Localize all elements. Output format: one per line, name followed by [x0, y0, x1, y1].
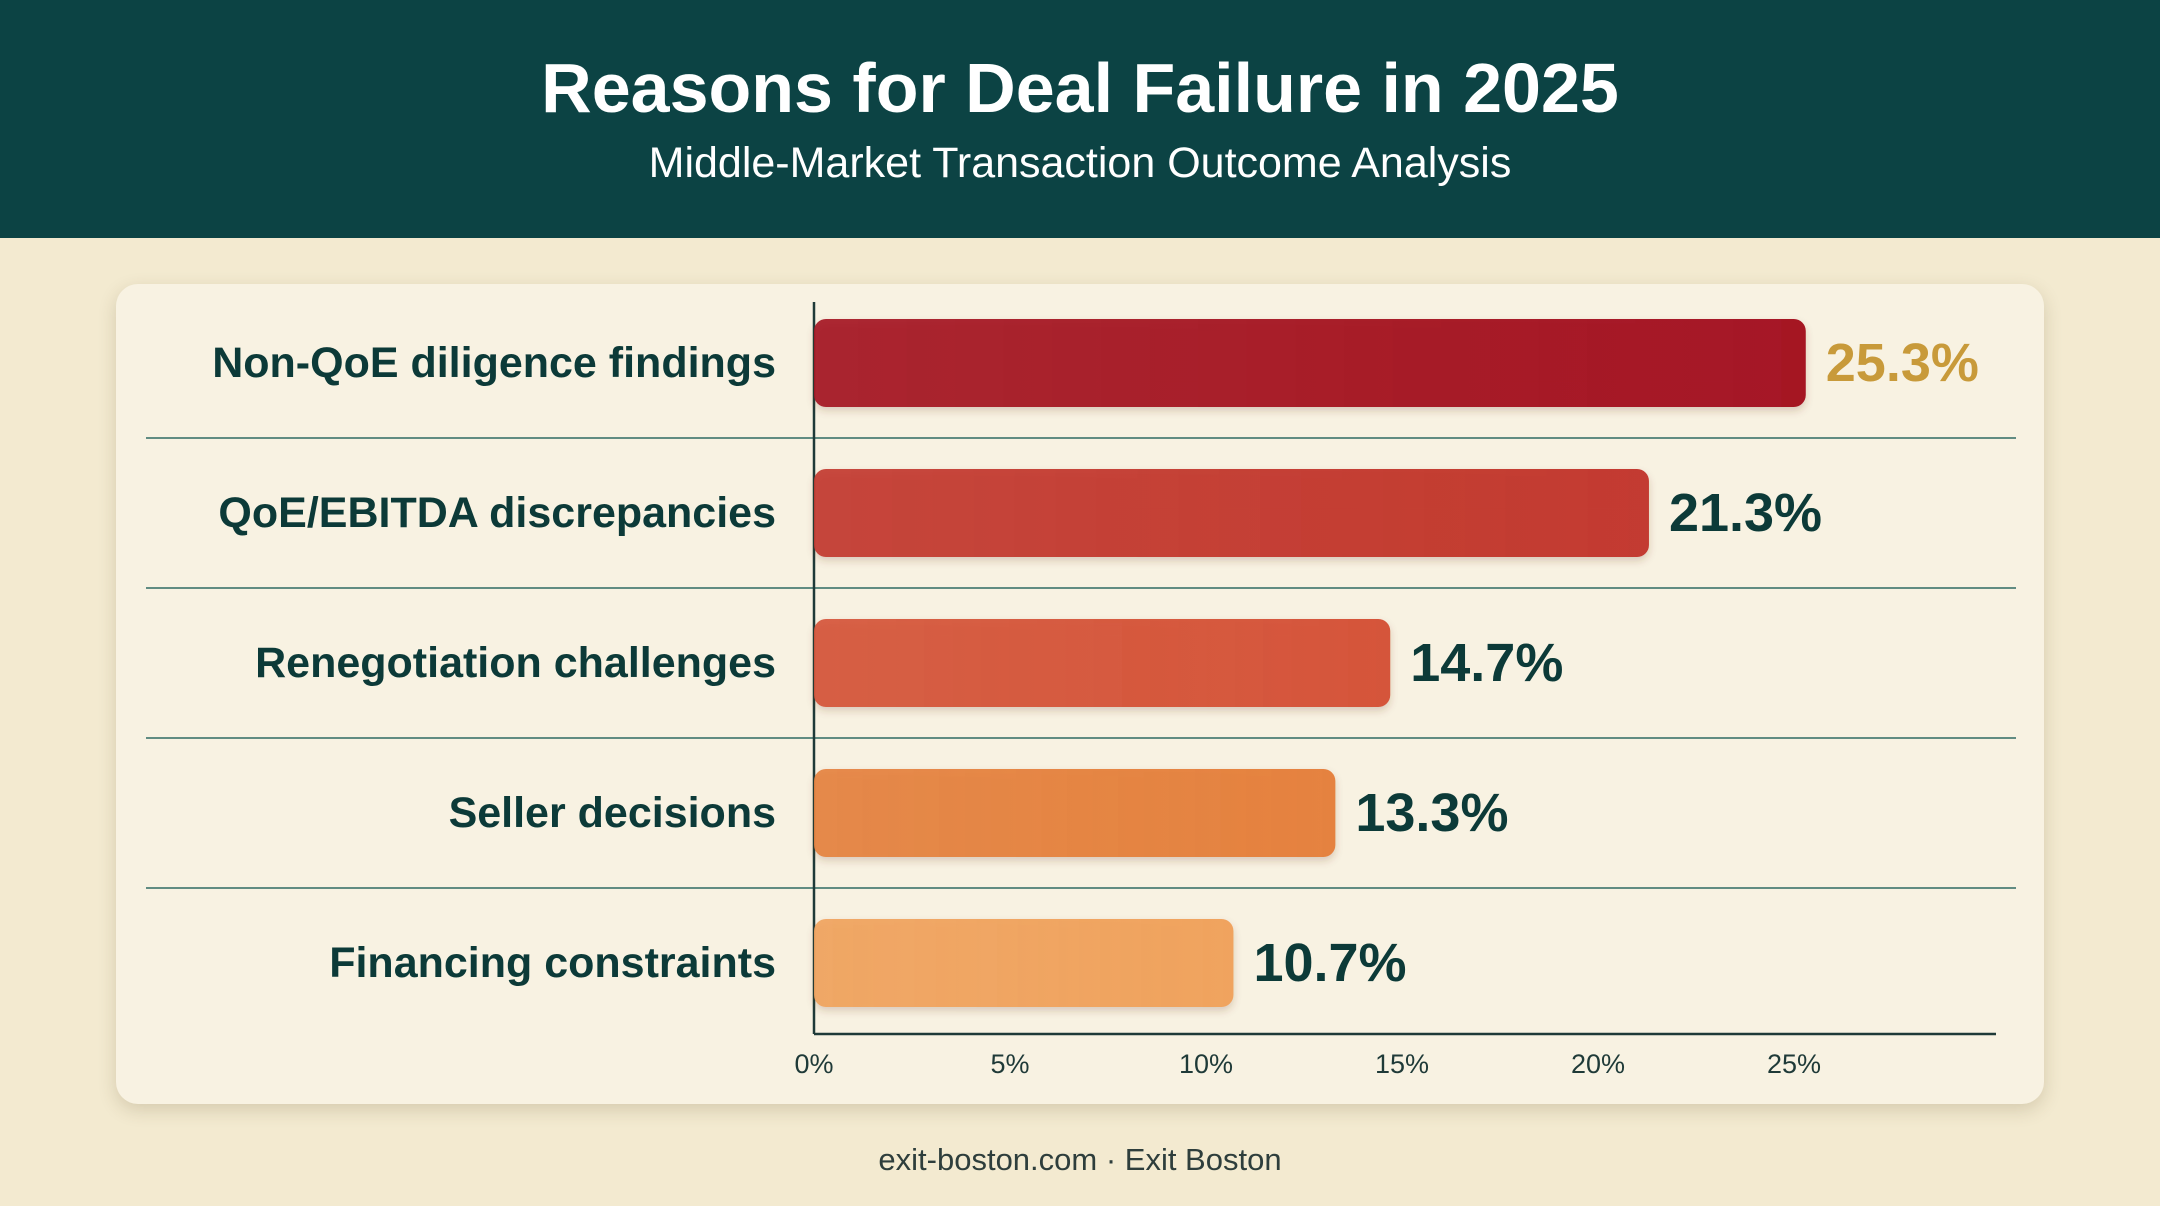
value-label: 14.7%	[1410, 633, 1563, 693]
x-tick-label: 5%	[990, 1049, 1029, 1079]
value-label: 13.3%	[1355, 783, 1508, 843]
chart-card: Non-QoE diligence findings 25.3% QoE/EBITD…	[116, 284, 2044, 1104]
value-label: 25.3%	[1826, 333, 1979, 393]
bar	[814, 319, 1806, 407]
bar	[814, 619, 1391, 707]
page-subtitle: Middle-Market Transaction Outcome Analys…	[648, 139, 1512, 187]
category-label: Renegotiation challenges	[255, 639, 776, 687]
category-label: QoE/EBITDA discrepancies	[218, 489, 776, 537]
x-tick-label: 25%	[1767, 1049, 1821, 1079]
category-label: Financing constraints	[329, 939, 776, 987]
bar	[814, 769, 1336, 857]
category-label: Seller decisions	[449, 789, 776, 837]
x-tick-label: 15%	[1375, 1049, 1429, 1079]
bar	[814, 919, 1234, 1007]
bar-chart: Non-QoE diligence findings 25.3% QoE/EBITD…	[146, 302, 2016, 1079]
value-label: 10.7%	[1253, 933, 1406, 993]
value-label: 21.3%	[1669, 483, 1822, 543]
category-label: Non-QoE diligence findings	[212, 339, 776, 387]
header-banner: Reasons for Deal Failure in 2025 Middle-…	[0, 0, 2160, 238]
x-tick-label: 20%	[1571, 1049, 1625, 1079]
bar	[814, 469, 1649, 557]
x-tick-label: 10%	[1179, 1049, 1233, 1079]
x-tick-label: 0%	[794, 1049, 833, 1079]
page-title: Reasons for Deal Failure in 2025	[541, 49, 1619, 127]
footer-credit: exit-boston.com · Exit Boston	[878, 1142, 1282, 1177]
